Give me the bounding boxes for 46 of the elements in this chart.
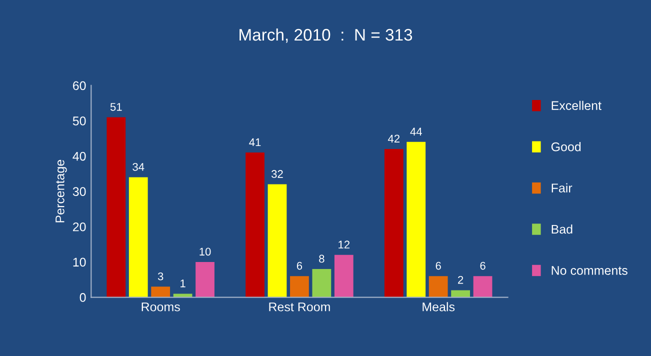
y-tick-label: 0 [80, 293, 86, 302]
bar [334, 254, 354, 298]
bar [290, 276, 309, 298]
data-label: 42 [388, 134, 400, 143]
legend-label: Good [551, 142, 581, 152]
bar [106, 117, 126, 298]
data-label: 51 [110, 103, 122, 111]
legend-label: Fair [552, 183, 572, 192]
data-label: 8 [319, 254, 324, 263]
y-tick-label: 20 [73, 222, 86, 232]
y-tick-label: 60 [73, 81, 86, 90]
y-tick-label: 10 [73, 258, 86, 267]
bar [196, 262, 214, 298]
bar [384, 148, 404, 298]
data-label: 12 [338, 240, 350, 248]
bar [268, 184, 287, 298]
x-tick-label: Rest Room [269, 302, 330, 312]
bar [246, 152, 264, 298]
data-label: 10 [200, 248, 211, 256]
data-label: 6 [436, 262, 441, 270]
y-tick-label: 30 [72, 187, 86, 196]
data-label: 3 [158, 272, 164, 280]
bar [406, 142, 426, 298]
bar [428, 276, 448, 298]
x-tick-label: Meals [422, 302, 455, 312]
bar [151, 286, 170, 298]
legend-label: Bad [552, 224, 572, 234]
data-label: 44 [410, 128, 422, 136]
data-label: 6 [296, 262, 302, 270]
legend-label: No comments [552, 266, 628, 275]
chart-title: March, 2010 : N = 313 [240, 28, 412, 43]
data-label: 32 [271, 170, 283, 178]
x-tick-label: Rooms [142, 302, 180, 312]
bar [451, 290, 470, 298]
y-tick-label: 40 [72, 152, 86, 161]
y-tick-label: 50 [72, 116, 86, 126]
data-label: 2 [458, 276, 464, 284]
bar [473, 276, 492, 298]
bar [128, 177, 148, 298]
data-label: 6 [480, 262, 486, 270]
data-label: 41 [249, 138, 261, 146]
legend-label: Excellent [552, 100, 602, 110]
data-label: 34 [132, 163, 144, 171]
data-label: 1 [180, 280, 186, 288]
bar [312, 269, 332, 298]
y-axis-title: Percentage [56, 160, 67, 222]
